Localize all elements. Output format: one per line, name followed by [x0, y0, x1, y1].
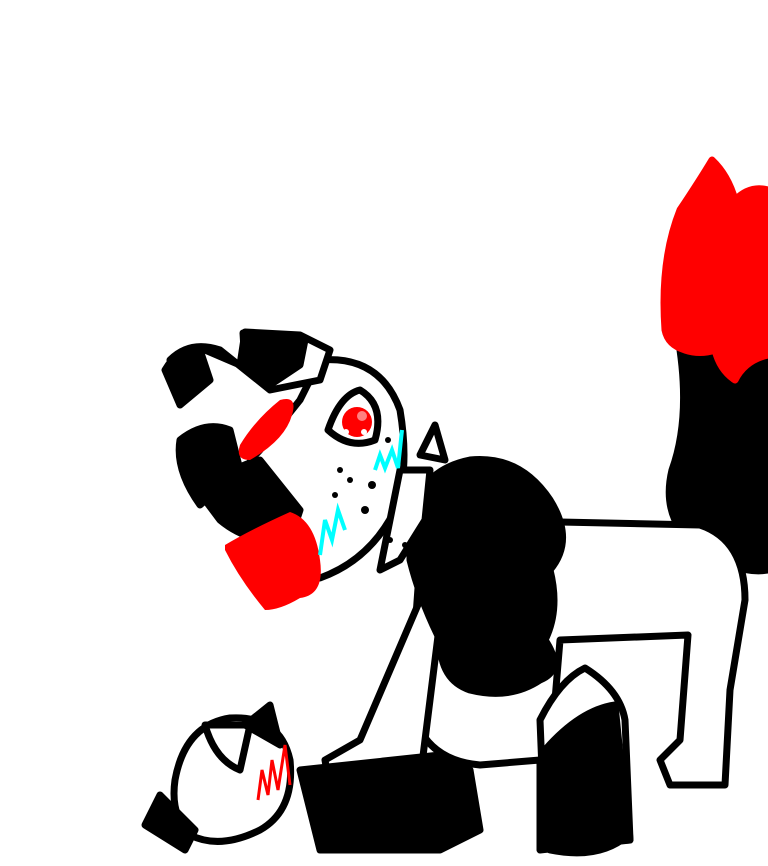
horn	[175, 423, 244, 509]
collar-spikes	[376, 466, 434, 574]
blood-mouth	[225, 512, 321, 610]
lower-creature-hair	[241, 701, 284, 749]
tear-streak	[318, 502, 347, 556]
back-leg-shadow	[541, 701, 632, 857]
horn-upper-dark	[161, 345, 214, 409]
chest-mane	[406, 456, 566, 697]
tear-streak	[373, 429, 404, 474]
tail-flame	[660, 156, 768, 384]
lower-creature-mask	[201, 721, 254, 774]
ear	[416, 421, 449, 464]
lower-creature-blood	[256, 744, 292, 801]
face-markings	[332, 437, 408, 548]
eye-glint	[343, 429, 349, 435]
eye-highlight	[357, 411, 367, 421]
eye-glint	[361, 429, 367, 435]
lower-creature-body	[296, 751, 484, 854]
lower-creature-horn	[141, 791, 199, 854]
horn-block	[239, 329, 309, 389]
blood-stain-upper	[238, 399, 294, 460]
